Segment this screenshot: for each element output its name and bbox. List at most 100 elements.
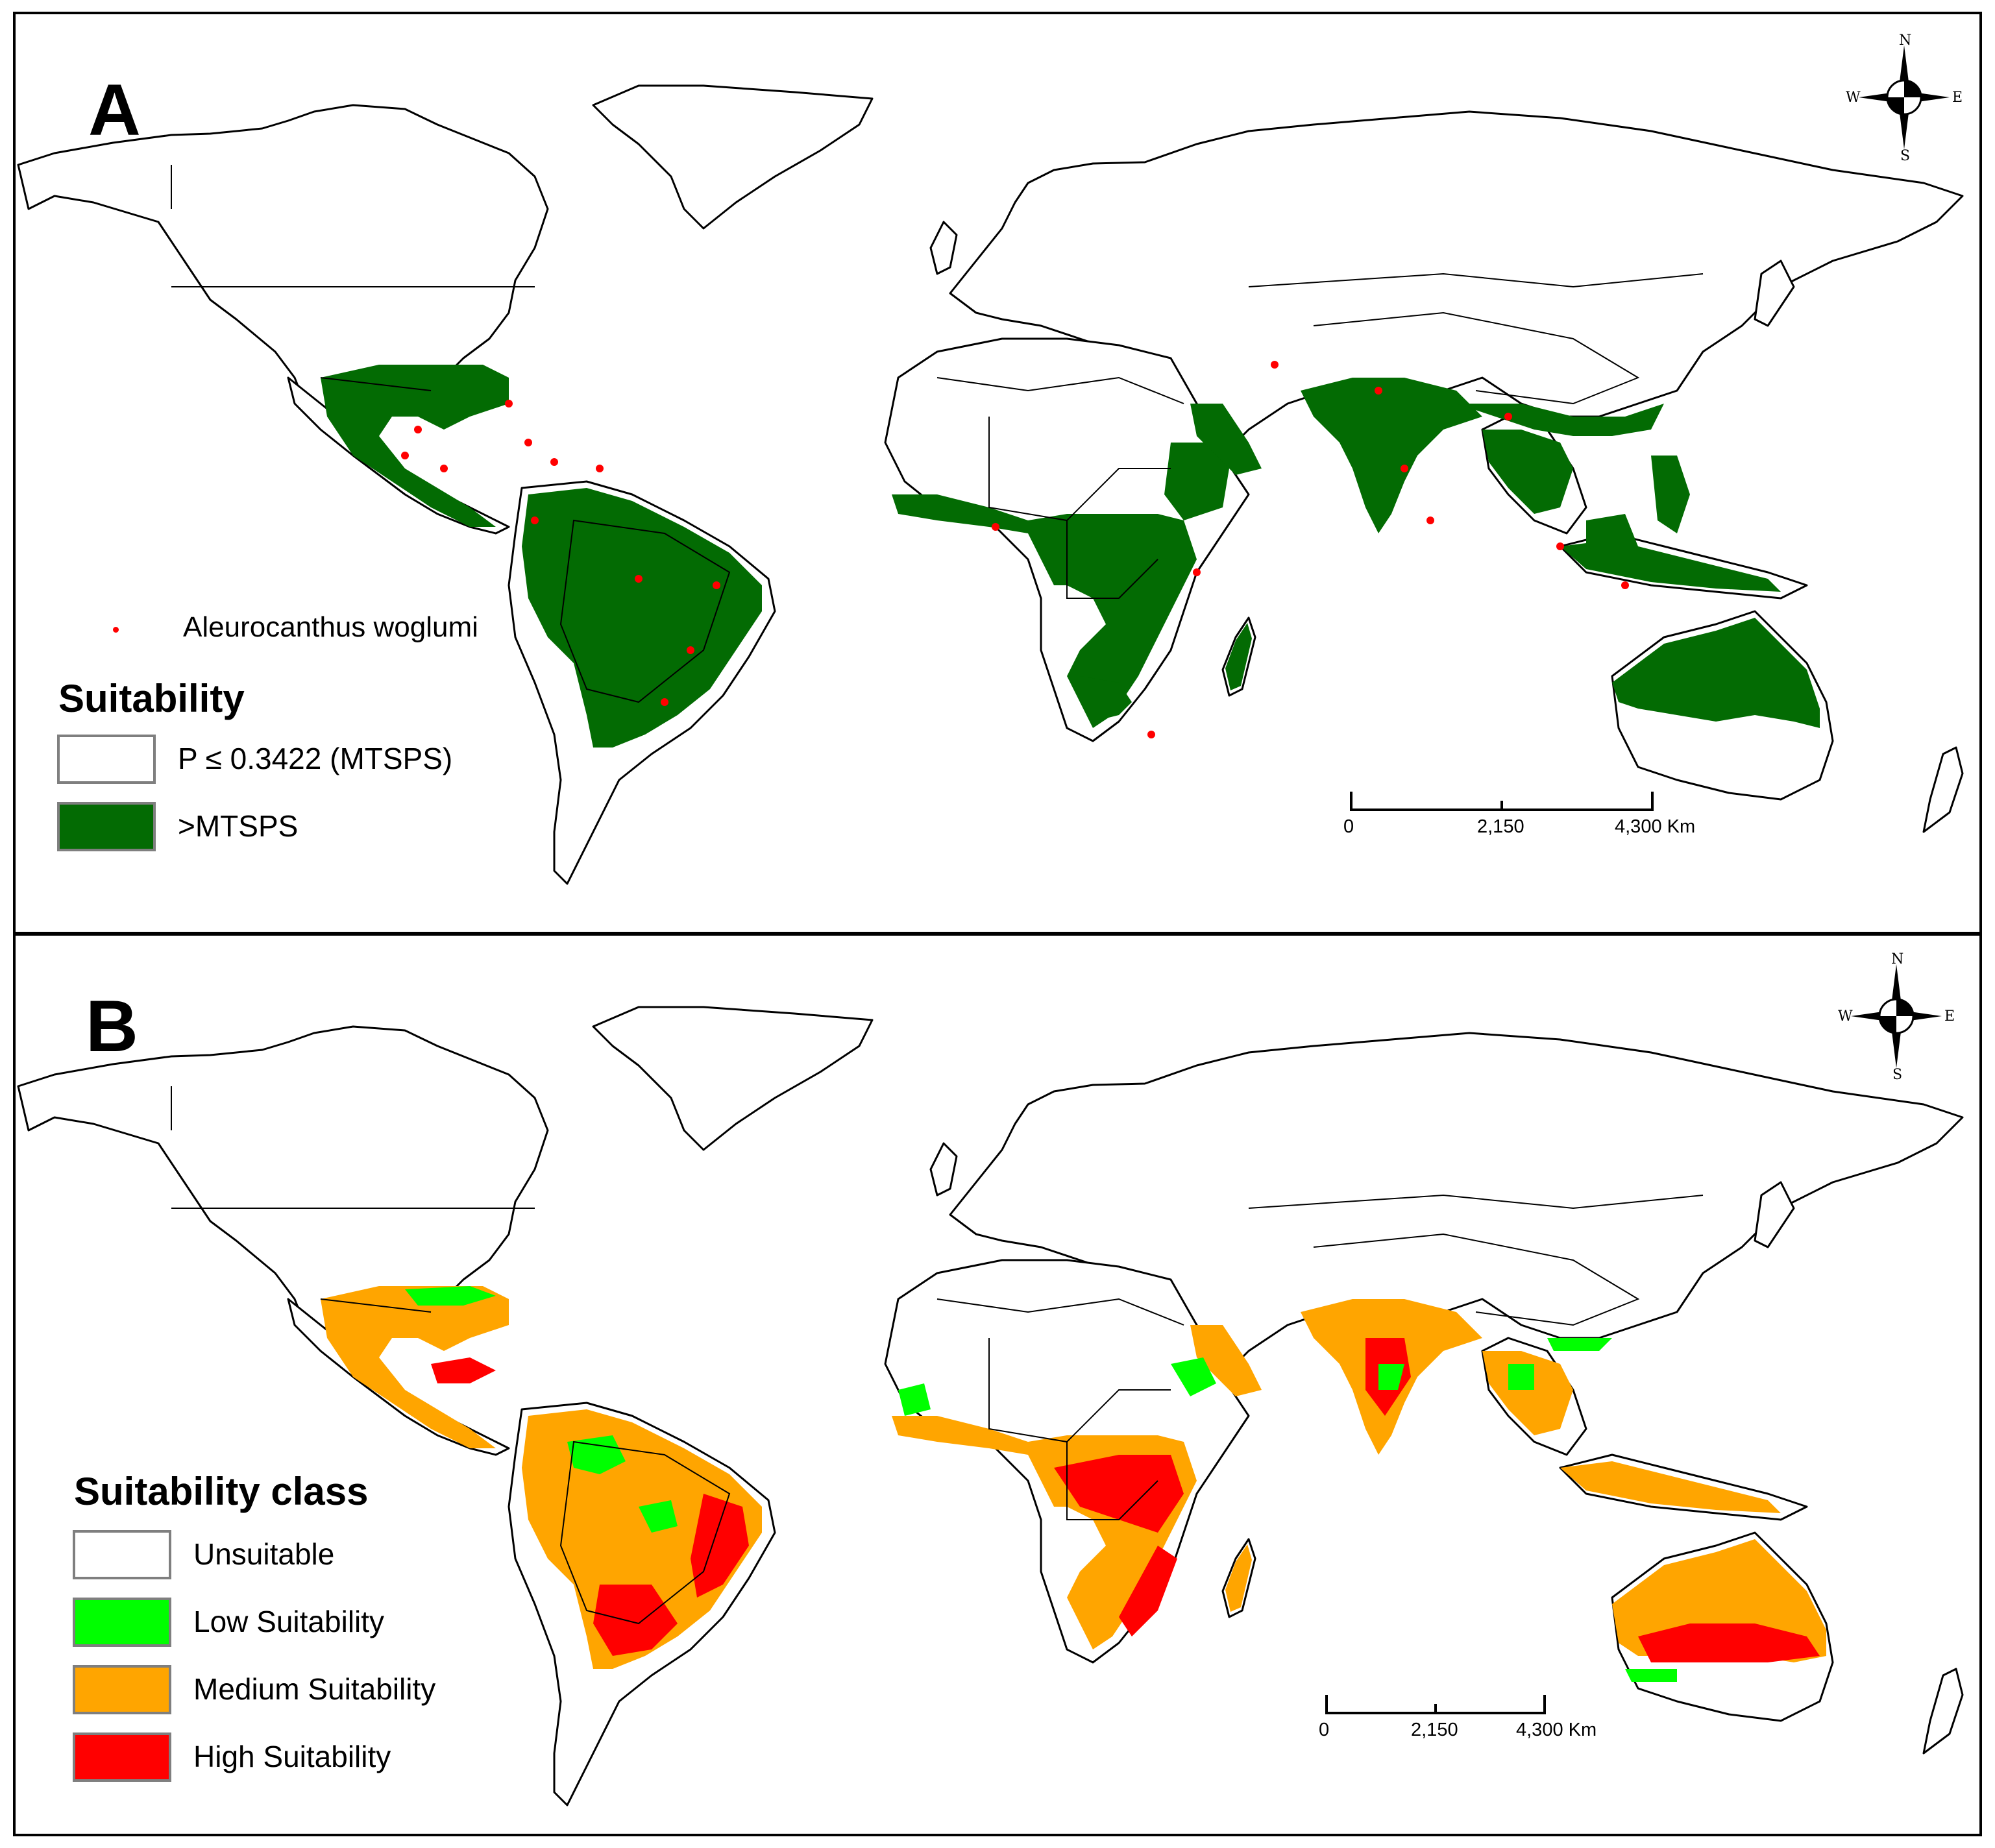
occurrence-point <box>1193 568 1201 576</box>
low-indochina <box>1508 1364 1534 1390</box>
legend-swatch <box>73 1665 171 1714</box>
suitable-mexico-us-gulf <box>321 365 509 527</box>
border-brazil <box>559 519 731 703</box>
border-china <box>1313 1233 1640 1326</box>
suitable-australia-north <box>1612 618 1820 728</box>
occurrence-point <box>524 439 532 446</box>
high-east-africa-coast <box>1119 1546 1177 1636</box>
legend-title-a: Suitability <box>58 677 245 720</box>
occurrence-point <box>1375 387 1382 395</box>
legend-label: Low Suitability <box>193 1605 385 1638</box>
north-arrow-a: N S E W <box>1846 32 1963 164</box>
border-africa-1 <box>936 1298 1184 1326</box>
new-zealand-shape <box>1922 1668 1964 1755</box>
panel-letter-b: B <box>86 986 138 1067</box>
high-central-africa <box>1054 1455 1184 1533</box>
occurrence-points-a <box>401 361 1629 738</box>
border-brazil <box>559 1441 731 1625</box>
occurrence-point <box>1401 465 1408 472</box>
occurrence-legend-label: Aleurocanthus woglumi <box>183 611 478 643</box>
legend-label: Medium Suitability <box>193 1672 436 1706</box>
high-cuba-yucatan <box>431 1357 496 1383</box>
suitable-africa-west-central <box>892 494 1197 728</box>
legend-label: High Suitability <box>193 1740 391 1773</box>
north-america-shape <box>17 1025 549 1333</box>
suitable-china-south <box>1456 404 1664 436</box>
border-russia <box>1248 273 1704 288</box>
legend-title-b: Suitability class <box>74 1470 369 1513</box>
suitable-arabia <box>1190 404 1262 475</box>
uk-shape <box>929 1142 958 1197</box>
occurrence-point <box>1556 542 1564 550</box>
border-africa-3 <box>1066 1442 1158 1520</box>
low-us-gulf <box>405 1286 496 1306</box>
medium-madagascar <box>1225 1544 1252 1612</box>
suitability-low-b <box>405 1286 1677 1682</box>
north-arrow-b: N S E W <box>1838 951 1955 1083</box>
scale-bar-a: 0 2,150 4,300 Km <box>1343 788 1695 840</box>
suitable-borneo <box>1586 514 1638 566</box>
medium-south-america <box>522 1409 762 1669</box>
suitable-areas-a <box>321 365 1820 748</box>
scale-bar-line-b <box>1325 1695 1546 1714</box>
suitable-africa-south <box>1080 676 1132 722</box>
occurrence-point <box>713 581 720 589</box>
suitable-indochina <box>1482 430 1573 514</box>
scale-tick-label: 2,150 <box>1477 816 1524 837</box>
medium-indonesia <box>1560 1461 1781 1513</box>
legend-label: Unsuitable <box>193 1537 335 1571</box>
legend-swatch <box>57 735 156 784</box>
border-africa-1 <box>936 376 1184 404</box>
panel-letter-a: A <box>88 69 141 151</box>
occurrence-point <box>992 523 999 531</box>
new-zealand-shape <box>1922 746 1964 833</box>
medium-mexico-us-gulf <box>321 1286 509 1448</box>
greenland-shape <box>592 84 874 230</box>
compass-south-label: S <box>1892 1067 1903 1083</box>
legend-label: P ≤ 0.3422 (MTSPS) <box>178 742 453 775</box>
scale-tick-label: 2,150 <box>1411 1720 1458 1740</box>
compass-rose-icon <box>1851 964 1942 1068</box>
world-map-b <box>17 1006 1964 1806</box>
compass-north-label: N <box>1899 32 1912 49</box>
scale-tick-label: 0 <box>1343 816 1354 837</box>
low-india-central <box>1378 1364 1404 1390</box>
greenland-shape <box>592 1006 874 1151</box>
scale-bar-line-a <box>1350 792 1654 811</box>
uk-shape <box>929 221 958 275</box>
legend-swatch <box>73 1732 171 1782</box>
panel-b: B Suitability class Unsuitable Low Suita… <box>13 933 1982 1836</box>
low-amazon <box>567 1435 626 1474</box>
occurrence-point <box>550 458 558 466</box>
compass-west-label: W <box>1838 1008 1853 1025</box>
border-us-mexico <box>320 377 432 391</box>
suitable-ethiopia <box>1164 443 1229 520</box>
country-borders-a <box>171 165 1704 703</box>
low-ethiopia <box>1171 1357 1216 1396</box>
border-us-mexico <box>320 1298 432 1313</box>
suitable-madagascar <box>1225 623 1252 690</box>
legend-swatch <box>73 1598 171 1647</box>
occurrence-point <box>635 575 643 583</box>
compass-rose-icon <box>1859 45 1950 149</box>
occurrence-point <box>531 517 539 524</box>
border-russia <box>1248 1194 1704 1210</box>
occurrence-point <box>1271 361 1279 369</box>
occurrence-point <box>414 426 422 433</box>
low-west-africa <box>898 1383 931 1416</box>
japan-shape <box>1754 260 1795 327</box>
low-china-south <box>1547 1338 1612 1351</box>
medium-arabia <box>1190 1325 1262 1396</box>
medium-indochina <box>1482 1351 1573 1435</box>
occurrence-point <box>1147 731 1155 738</box>
suitable-india <box>1301 378 1482 533</box>
country-borders-b <box>171 1086 1704 1625</box>
occurrence-point <box>401 452 409 459</box>
scale-tick-label: 0 <box>1319 1720 1330 1740</box>
border-africa-3 <box>1066 520 1158 599</box>
high-south-america-south <box>593 1585 678 1656</box>
scale-tick-label: 4,300 Km <box>1516 1720 1597 1740</box>
compass-east-label: E <box>1944 1008 1955 1025</box>
high-australia-band <box>1638 1623 1820 1662</box>
compass-west-label: W <box>1846 90 1861 106</box>
